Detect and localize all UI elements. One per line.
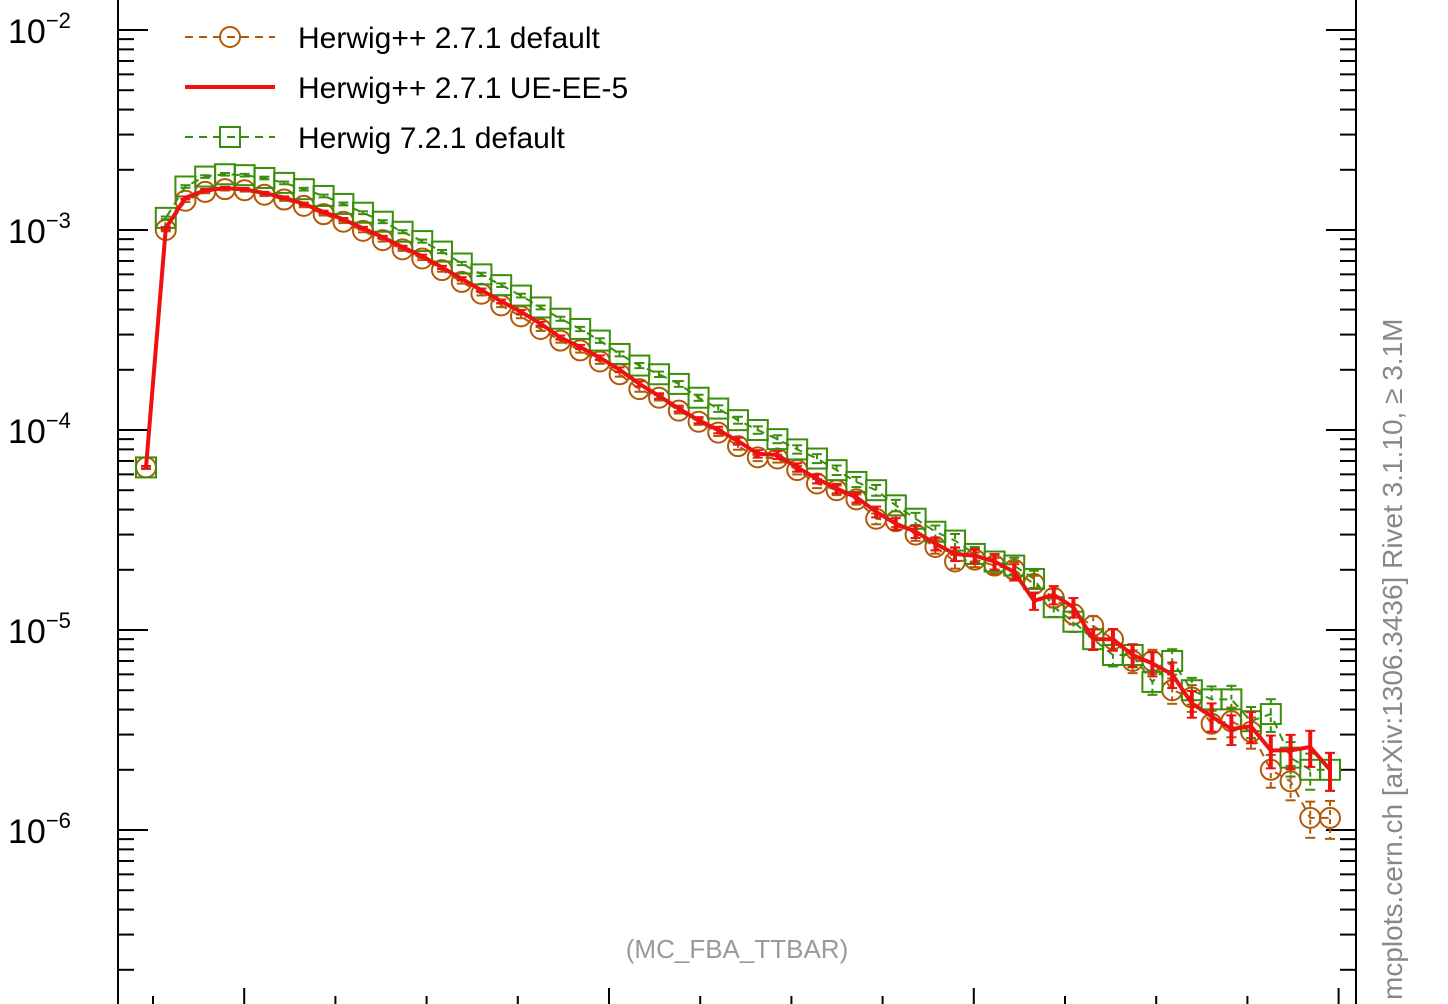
data-point-square <box>588 329 611 352</box>
data-point-square <box>1220 688 1243 711</box>
legend-label: Herwig 7.2.1 default <box>298 122 565 155</box>
ytick-label: 10−5 <box>8 608 71 651</box>
data-point-square <box>509 284 532 307</box>
legend: Herwig++ 2.7.1 default Herwig++ 2.7.1 UE… <box>185 22 628 155</box>
data-point-square <box>529 296 552 319</box>
side-label: mcplots.cern.ch [arXiv:1306.3436] Rivet … <box>1377 319 1408 1001</box>
series-2 <box>135 163 1341 792</box>
data-point-square <box>1259 703 1282 726</box>
analysis-watermark: (MC_FBA_TTBAR) <box>626 934 848 964</box>
data-point-square <box>431 240 453 263</box>
data-point-square <box>707 397 730 420</box>
data-point-circle <box>1319 806 1341 829</box>
series-0 <box>135 178 1341 840</box>
legend-entry: Herwig++ 2.7.1 default <box>185 22 601 55</box>
legend-entry: Herwig 7.2.1 default <box>185 122 565 155</box>
data-point-square <box>667 372 690 395</box>
data-point-circle <box>648 386 671 409</box>
data-point-square <box>805 447 828 470</box>
series-line <box>145 188 1330 819</box>
data-point-square <box>825 459 848 482</box>
legend-entry: Herwig++ 2.7.1 UE-EE-5 <box>185 72 628 105</box>
x-axis-ticks <box>152 988 1340 1004</box>
data-point-square <box>1023 567 1045 590</box>
legend-circle-marker <box>219 26 241 48</box>
data-point-circle <box>687 410 710 433</box>
ytick-label: 10−6 <box>8 808 71 851</box>
ytick-label: 10−4 <box>8 408 71 451</box>
series-layer <box>135 163 1341 840</box>
data-point-square <box>865 479 888 502</box>
data-point-square <box>608 342 631 365</box>
data-point-circle <box>707 421 730 444</box>
ytick-label: 10−3 <box>8 208 71 251</box>
y-axis-ticks <box>118 29 1356 971</box>
data-point-square <box>569 317 592 340</box>
data-point-square <box>884 494 907 517</box>
legend-label: Herwig++ 2.7.1 UE-EE-5 <box>298 72 628 105</box>
legend-label: Herwig++ 2.7.1 default <box>298 22 601 55</box>
data-point-circle <box>667 399 690 422</box>
series-1 <box>141 185 1335 792</box>
ytick-label: 10−2 <box>8 8 71 51</box>
legend-square-marker <box>219 126 241 148</box>
